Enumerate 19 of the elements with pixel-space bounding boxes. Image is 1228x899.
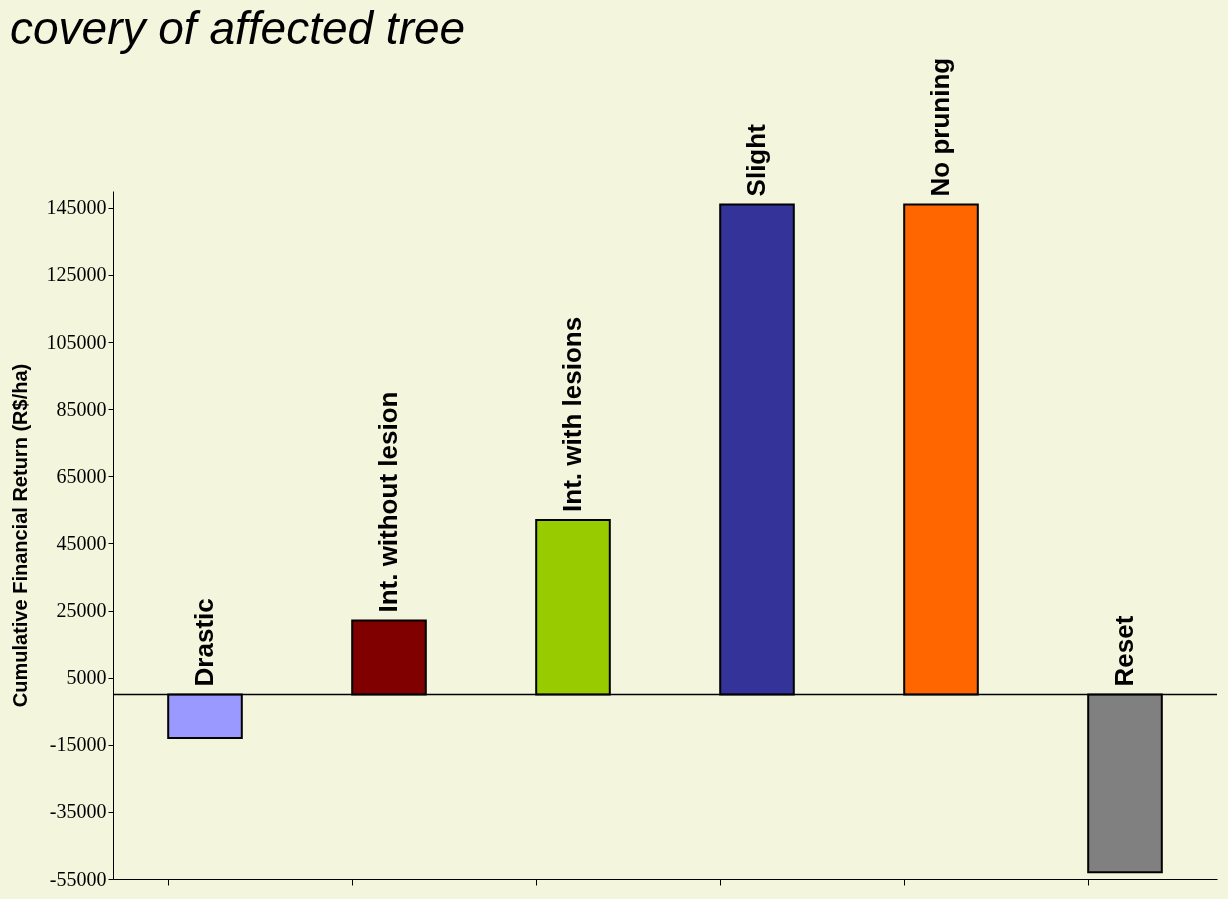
y-tick-label: 85000 [56,397,107,420]
x-tick-label: Reset [1109,615,1139,687]
chart-title: covery of affected tree [10,1,466,54]
y-tick-label: 105000 [46,330,107,353]
x-tick-label: Int. with lesions [557,316,587,512]
x-tick-label: Drastic [189,598,219,687]
y-tick-label: 45000 [56,531,107,554]
y-tick-label: 125000 [46,263,107,286]
x-tick-label: Int. without lesion [373,391,403,613]
y-tick-label: -55000 [49,867,107,890]
y-axis-title: Cumulative Financial Return (R$/ha) [8,363,31,708]
y-tick-label: 145000 [46,196,107,219]
y-tick-label: 25000 [56,599,107,622]
x-tick-label: Slight [741,123,771,197]
y-tick-label: -35000 [49,800,107,823]
y-tick-label: -15000 [49,733,107,756]
y-tick-label: 65000 [56,464,107,487]
x-tick-label: No pruning [925,57,955,197]
y-tick-label: 5000 [66,666,107,689]
